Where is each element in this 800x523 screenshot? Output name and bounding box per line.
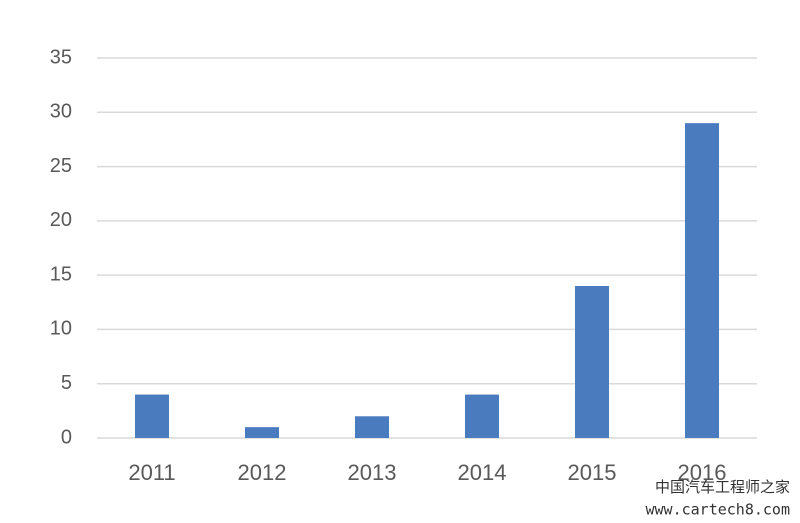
y-tick-label: 10 (50, 318, 72, 340)
y-tick-label: 0 (61, 426, 72, 448)
bar (575, 286, 609, 438)
x-tick-label: 2012 (238, 460, 287, 485)
y-tick-label: 30 (50, 101, 72, 123)
x-tick-label: 2016 (678, 460, 727, 485)
y-tick-label: 25 (50, 155, 72, 177)
watermark: www.cartech8.com (646, 501, 791, 519)
x-tick-label: 2015 (568, 460, 617, 485)
y-tick-label: 5 (61, 372, 72, 394)
x-tick-label: 2014 (458, 460, 507, 485)
bar (685, 123, 719, 439)
x-tick-label: 2011 (128, 460, 175, 485)
bar (135, 394, 169, 438)
bar (245, 427, 279, 438)
y-tick-label: 15 (50, 263, 72, 285)
watermark: 中国汽车工程师之家 (655, 479, 790, 496)
y-tick-label: 35 (50, 46, 72, 68)
bar (355, 416, 389, 438)
x-tick-label: 2013 (348, 460, 397, 485)
y-tick-label: 20 (50, 209, 72, 231)
bar (465, 394, 499, 438)
